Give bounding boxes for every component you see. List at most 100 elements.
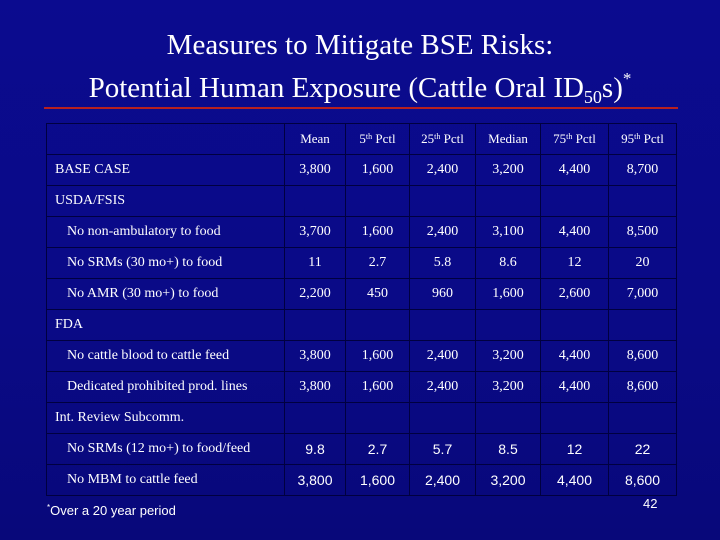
empty-cell <box>409 185 476 217</box>
column-header: Median <box>475 123 541 155</box>
column-header-base: 5 <box>359 131 366 146</box>
row-label: No SRMs (12 mo+) to food/feed <box>46 433 285 465</box>
column-header-base: 25 <box>421 131 435 146</box>
empty-cell <box>284 309 346 341</box>
value-cell: 8,600 <box>608 371 677 403</box>
section-label: Int. Review Subcomm. <box>46 402 285 434</box>
column-header-rest: Pctl <box>372 131 396 146</box>
header-corner-cell <box>46 123 285 155</box>
column-header: 25th Pctl <box>409 123 476 155</box>
value-cell: 1,600 <box>345 464 410 496</box>
table-row: No AMR (30 mo+) to food 2,200 450 960 1,600 2… <box>46 278 677 310</box>
slide-title: Measures to Mitigate BSE Risks: Potentia… <box>0 28 720 114</box>
value-cell: 8,600 <box>608 464 677 496</box>
table-row: No non-ambulatory to food 3,700 1,600 2,400… <box>46 216 677 248</box>
value-cell: 4,400 <box>540 216 609 248</box>
value-cell: 2,400 <box>409 154 476 186</box>
empty-cell <box>540 309 609 341</box>
title-divider <box>44 107 678 109</box>
column-header: 95th Pctl <box>608 123 677 155</box>
title-superscript: * <box>622 69 632 88</box>
value-cell: 1,600 <box>345 216 410 248</box>
section-row: USDA/FSIS <box>46 185 677 217</box>
value-cell: 1,600 <box>345 371 410 403</box>
section-row: FDA <box>46 309 677 341</box>
column-header: 75th Pctl <box>540 123 609 155</box>
footnote-text: Over a 20 year period <box>50 503 176 518</box>
column-header-rest: Pctl <box>640 131 664 146</box>
value-cell: 8,700 <box>608 154 677 186</box>
table-row: Dedicated prohibited prod. lines 3,800 1,6… <box>46 371 677 403</box>
value-cell: 1,600 <box>345 154 410 186</box>
column-header-sup: th <box>434 132 441 141</box>
column-header-base: 95 <box>621 131 635 146</box>
section-row: Int. Review Subcomm. <box>46 402 677 434</box>
empty-cell <box>284 185 346 217</box>
empty-cell <box>540 185 609 217</box>
section-label: FDA <box>46 309 285 341</box>
value-cell: 2,200 <box>284 278 346 310</box>
footnote-mark: * <box>47 503 51 512</box>
column-header-rest: Pctl <box>572 131 596 146</box>
footnote: *Over a 20 year period <box>47 503 176 518</box>
value-cell: 3,800 <box>284 154 346 186</box>
section-label: USDA/FSIS <box>46 185 285 217</box>
table-row: No SRMs (30 mo+) to food 11 2.7 5.8 8.6 12 20 <box>46 247 677 279</box>
column-header-sup: th <box>365 132 373 141</box>
column-header-sup: th <box>634 132 641 141</box>
row-label: No AMR (30 mo+) to food <box>46 278 285 310</box>
title-line-2-suffix: s) <box>601 72 623 104</box>
value-cell: 5.8 <box>409 247 476 279</box>
empty-cell <box>475 402 541 434</box>
value-cell: 2,400 <box>409 371 476 403</box>
value-cell: 11 <box>284 247 346 279</box>
value-cell: 5.7 <box>409 433 476 465</box>
value-cell: 3,200 <box>475 154 541 186</box>
row-label: No cattle blood to cattle feed <box>46 340 285 372</box>
empty-cell <box>409 402 476 434</box>
title-line-1: Measures to Mitigate BSE Risks: <box>166 29 554 61</box>
empty-cell <box>608 185 677 217</box>
value-cell: 3,800 <box>284 371 346 403</box>
value-cell: 3,800 <box>284 340 346 372</box>
table-row: No MBM to cattle feed 3,800 1,600 2,400 3,20… <box>46 464 677 496</box>
value-cell: 3,200 <box>475 464 541 496</box>
empty-cell <box>608 309 677 341</box>
value-cell: 4,400 <box>540 340 609 372</box>
column-header-sup: th <box>566 132 573 141</box>
row-label: Dedicated prohibited prod. lines <box>46 371 285 403</box>
value-cell: 3,700 <box>284 216 346 248</box>
empty-cell <box>540 402 609 434</box>
table-row: BASE CASE 3,800 1,600 2,400 3,200 4,400 8,700 <box>46 154 677 186</box>
title-subscript: 50 <box>583 87 602 107</box>
value-cell: 8.6 <box>475 247 541 279</box>
value-cell: 2.7 <box>345 247 410 279</box>
value-cell: 3,200 <box>475 340 541 372</box>
value-cell: 2,400 <box>409 464 476 496</box>
table-header-row: Mean 5th Pctl 25th Pctl Median 75th Pctl 95th… <box>46 123 677 155</box>
column-header: Mean <box>284 123 346 155</box>
column-header: 5th Pctl <box>345 123 410 155</box>
empty-cell <box>345 185 410 217</box>
value-cell: 2.7 <box>345 433 410 465</box>
empty-cell <box>409 309 476 341</box>
value-cell: 450 <box>345 278 410 310</box>
empty-cell <box>475 309 541 341</box>
value-cell: 4,400 <box>540 154 609 186</box>
value-cell: 8.5 <box>475 433 541 465</box>
row-label: No SRMs (30 mo+) to food <box>46 247 285 279</box>
value-cell: 9.8 <box>284 433 346 465</box>
value-cell: 2,400 <box>409 340 476 372</box>
value-cell: 12 <box>540 247 609 279</box>
table-row: No cattle blood to cattle feed 3,800 1,600… <box>46 340 677 372</box>
value-cell: 960 <box>409 278 476 310</box>
value-cell: 1,600 <box>475 278 541 310</box>
exposure-table: Mean 5th Pctl 25th Pctl Median 75th Pctl 95th… <box>46 123 677 496</box>
title-line-2: Potential Human Exposure (Cattle Oral ID… <box>0 62 720 114</box>
value-cell: 3,200 <box>475 371 541 403</box>
empty-cell <box>284 402 346 434</box>
empty-cell <box>345 309 410 341</box>
column-header-base: Median <box>488 131 528 146</box>
value-cell: 3,100 <box>475 216 541 248</box>
empty-cell <box>475 185 541 217</box>
